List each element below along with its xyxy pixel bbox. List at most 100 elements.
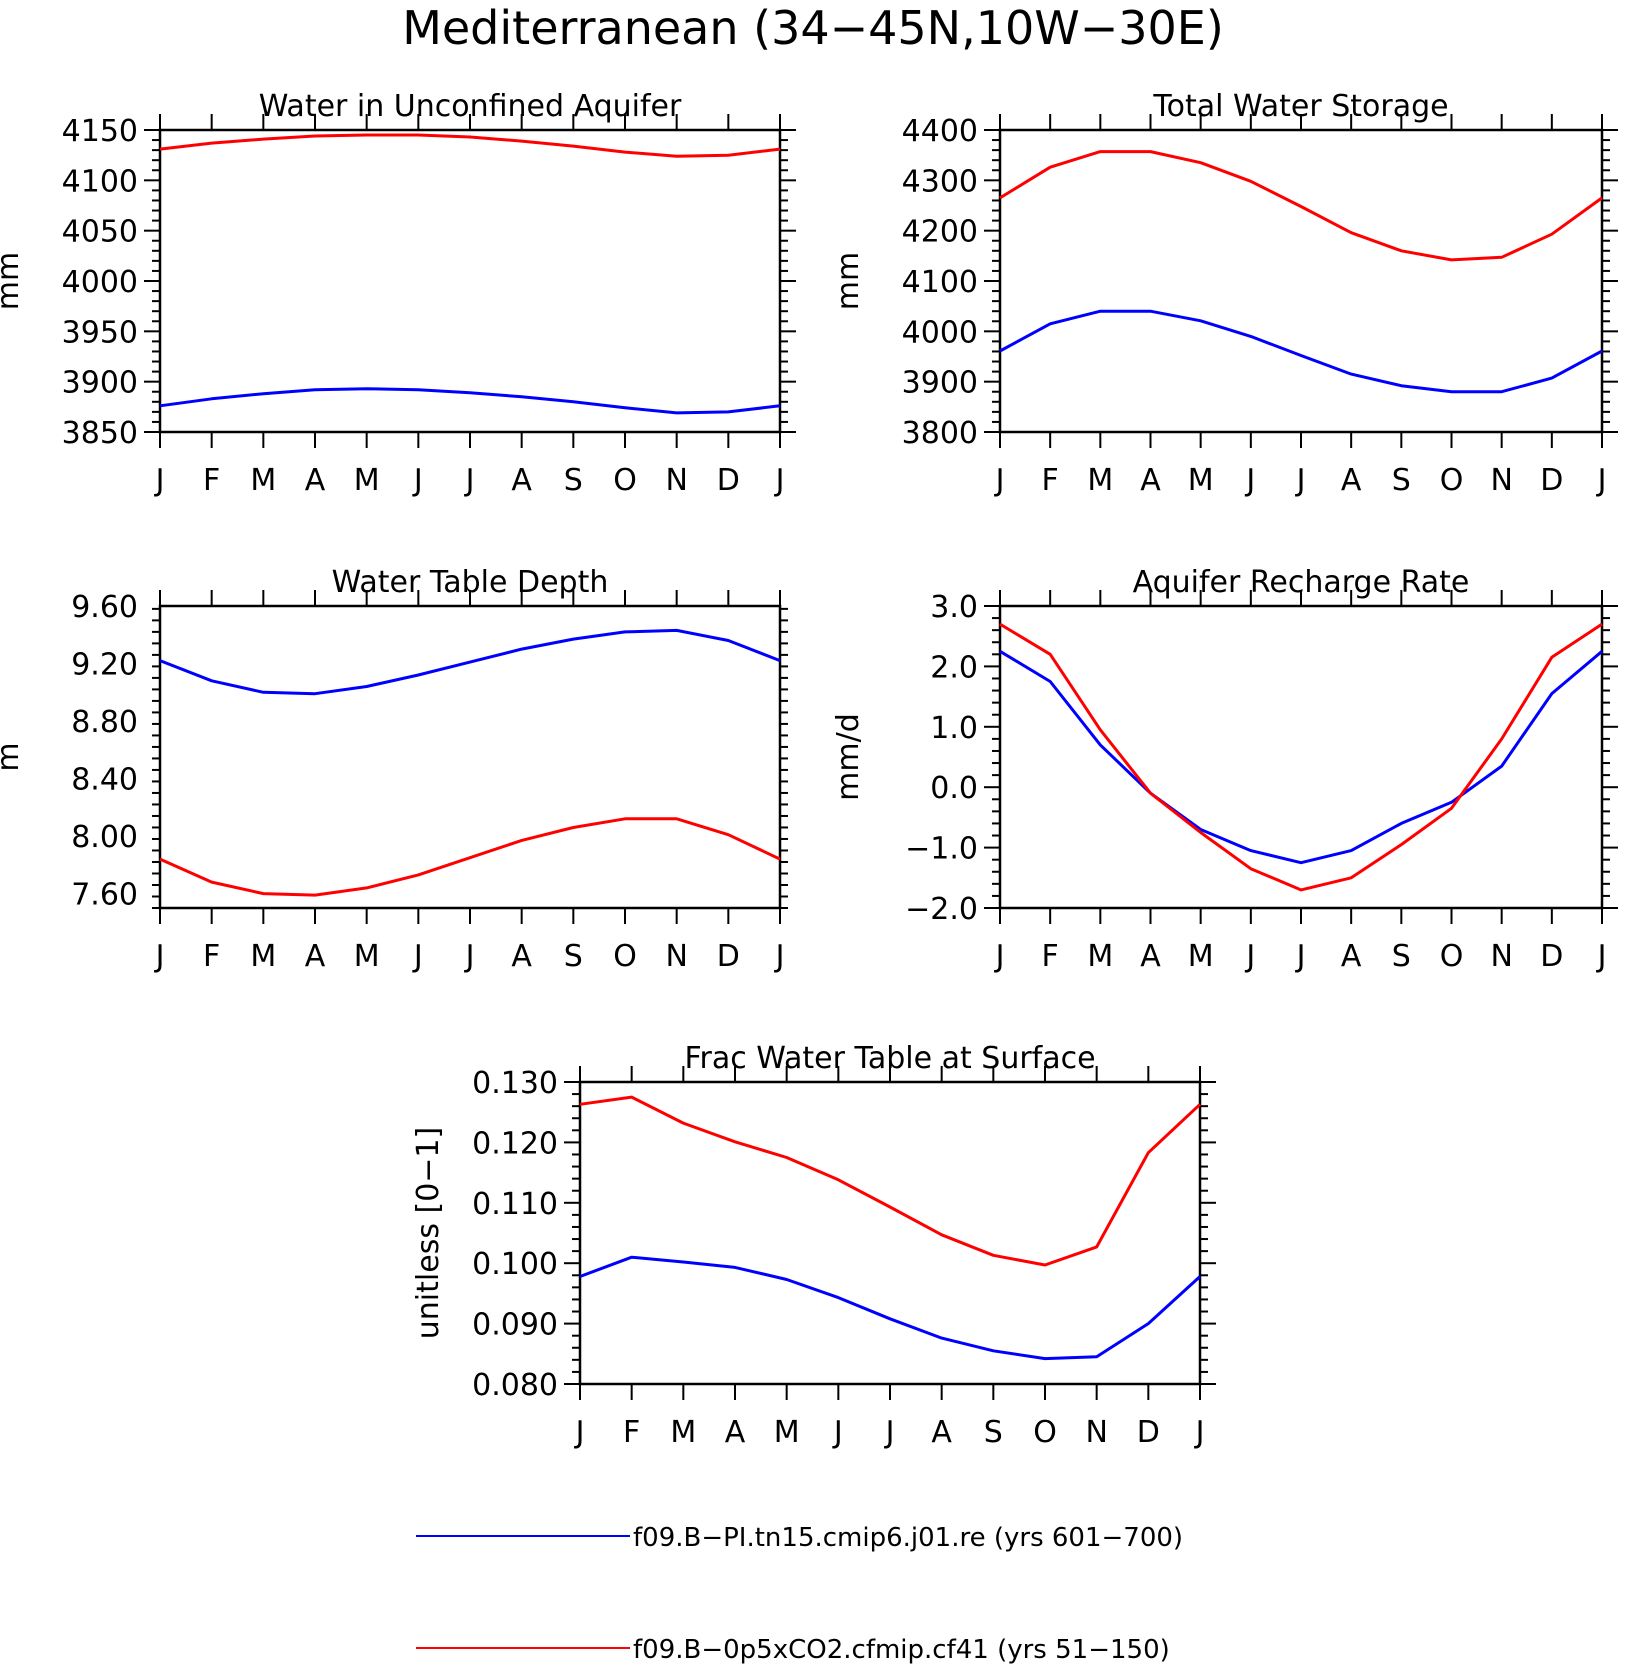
series-line-1 [159, 628, 781, 696]
y-tick-label: 7.60 [71, 878, 138, 913]
x-tick-label: M [1188, 939, 1214, 974]
y-tick-label: 0.0 [930, 771, 978, 806]
chart-panel-5: Frac Water Table at Surface0.1300.1200.1… [411, 1041, 1216, 1450]
y-tick-label: 3900 [902, 366, 978, 401]
chart-panel-4: Aquifer Recharge Rate3.02.01.00.0−1.0−2.… [831, 565, 1618, 974]
y-tick-label: 4300 [902, 164, 978, 199]
y-tick-label: 4200 [902, 215, 978, 250]
y-axis-label: mm/d [831, 713, 866, 801]
y-tick-label: 3900 [62, 366, 138, 401]
series-line-1 [999, 650, 1603, 865]
figure-title: Mediterranean (34−45N,10W−30E) [402, 1, 1224, 55]
y-tick-label: 4150 [62, 114, 138, 149]
series-line-2 [999, 150, 1603, 262]
y-tick-label: 8.80 [71, 705, 138, 740]
x-tick-label: D [717, 939, 740, 974]
y-axis-label: unitless [0−1] [411, 1127, 446, 1339]
x-tick-label: J [1596, 463, 1607, 498]
x-tick-label: O [1440, 939, 1464, 974]
x-tick-label: A [725, 1415, 746, 1450]
y-tick-label: −2.0 [905, 892, 978, 927]
x-tick-label: F [1042, 939, 1059, 974]
plot-frame [578, 1080, 1202, 1386]
x-tick-label: S [564, 939, 583, 974]
y-axis-label: mm [831, 252, 866, 310]
x-tick-label: F [203, 939, 220, 974]
y-tick-label: 0.130 [472, 1066, 558, 1101]
x-tick-label: J [832, 1415, 843, 1450]
y-tick-label: 4000 [902, 315, 978, 350]
y-tick-label: 1.0 [930, 711, 978, 746]
x-tick-label: J [774, 939, 785, 974]
y-axis-label: mm [0, 252, 26, 310]
x-tick-label: M [774, 1415, 800, 1450]
legend: f09.B−PI.tn15.cmip6.j01.re (yrs 601−700)… [416, 1523, 1183, 1665]
chart-panel-2: Total Water Storage440043004200410040003… [831, 89, 1618, 498]
series-line-2 [999, 622, 1603, 892]
plot-frame [158, 128, 782, 434]
x-tick-label: A [931, 1415, 952, 1450]
y-tick-label: 2.0 [930, 650, 978, 685]
x-tick-label: S [1392, 939, 1411, 974]
x-tick-label: J [1295, 463, 1306, 498]
plot-frame [158, 604, 782, 910]
x-tick-label: D [1540, 463, 1563, 498]
y-tick-label: 3.0 [930, 590, 978, 625]
y-tick-label: 0.080 [472, 1368, 558, 1403]
x-tick-label: J [1596, 939, 1607, 974]
y-tick-label: −1.0 [905, 832, 978, 867]
x-tick-label: A [1341, 463, 1362, 498]
x-tick-label: O [1440, 463, 1464, 498]
y-tick-label: 3800 [902, 416, 978, 451]
y-tick-label: 9.60 [71, 590, 138, 625]
x-tick-label: N [1490, 939, 1512, 974]
y-tick-label: 4050 [62, 215, 138, 250]
x-tick-label: M [354, 463, 380, 498]
chart-panel-3: Water Table Depth9.609.208.808.408.007.6… [0, 565, 788, 974]
x-tick-label: S [564, 463, 583, 498]
x-tick-label: J [1194, 1415, 1205, 1450]
x-tick-label: J [464, 463, 475, 498]
y-tick-label: 0.090 [472, 1308, 558, 1343]
x-tick-label: M [1087, 939, 1113, 974]
legend-label-1: f09.B−PI.tn15.cmip6.j01.re (yrs 601−700) [633, 1523, 1183, 1553]
x-tick-label: J [994, 463, 1005, 498]
x-tick-label: J [994, 939, 1005, 974]
x-tick-label: N [1490, 463, 1512, 498]
y-tick-label: 3950 [62, 315, 138, 350]
x-tick-label: J [1244, 939, 1255, 974]
series-line-1 [999, 309, 1603, 394]
x-tick-label: F [203, 463, 220, 498]
x-tick-label: D [1137, 1415, 1160, 1450]
y-tick-label: 8.40 [71, 763, 138, 798]
x-tick-label: O [613, 463, 637, 498]
x-tick-label: A [305, 939, 326, 974]
y-tick-label: 4400 [902, 114, 978, 149]
series-line-1 [579, 1255, 1202, 1361]
x-tick-label: J [154, 939, 165, 974]
x-tick-label: J [412, 463, 423, 498]
x-tick-label: O [613, 939, 637, 974]
x-tick-label: M [354, 939, 380, 974]
series-line-2 [579, 1095, 1202, 1267]
x-tick-label: N [665, 939, 687, 974]
x-tick-label: J [774, 463, 785, 498]
x-tick-label: A [1341, 939, 1362, 974]
x-tick-label: F [623, 1415, 640, 1450]
y-tick-label: 4100 [902, 265, 978, 300]
x-tick-label: A [1140, 939, 1161, 974]
series-line-2 [159, 133, 781, 158]
x-tick-label: O [1033, 1415, 1057, 1450]
x-tick-label: M [1087, 463, 1113, 498]
x-tick-label: J [1244, 463, 1255, 498]
x-tick-label: N [1085, 1415, 1107, 1450]
y-axis-label: m [0, 742, 26, 771]
x-tick-label: S [984, 1415, 1003, 1450]
y-tick-label: 4000 [62, 265, 138, 300]
x-tick-label: J [412, 939, 423, 974]
chart-panels: Water in Unconfined Aquifer4150410040504… [0, 89, 1618, 1450]
x-tick-label: J [1295, 939, 1306, 974]
x-tick-label: S [1392, 463, 1411, 498]
x-tick-label: J [154, 463, 165, 498]
